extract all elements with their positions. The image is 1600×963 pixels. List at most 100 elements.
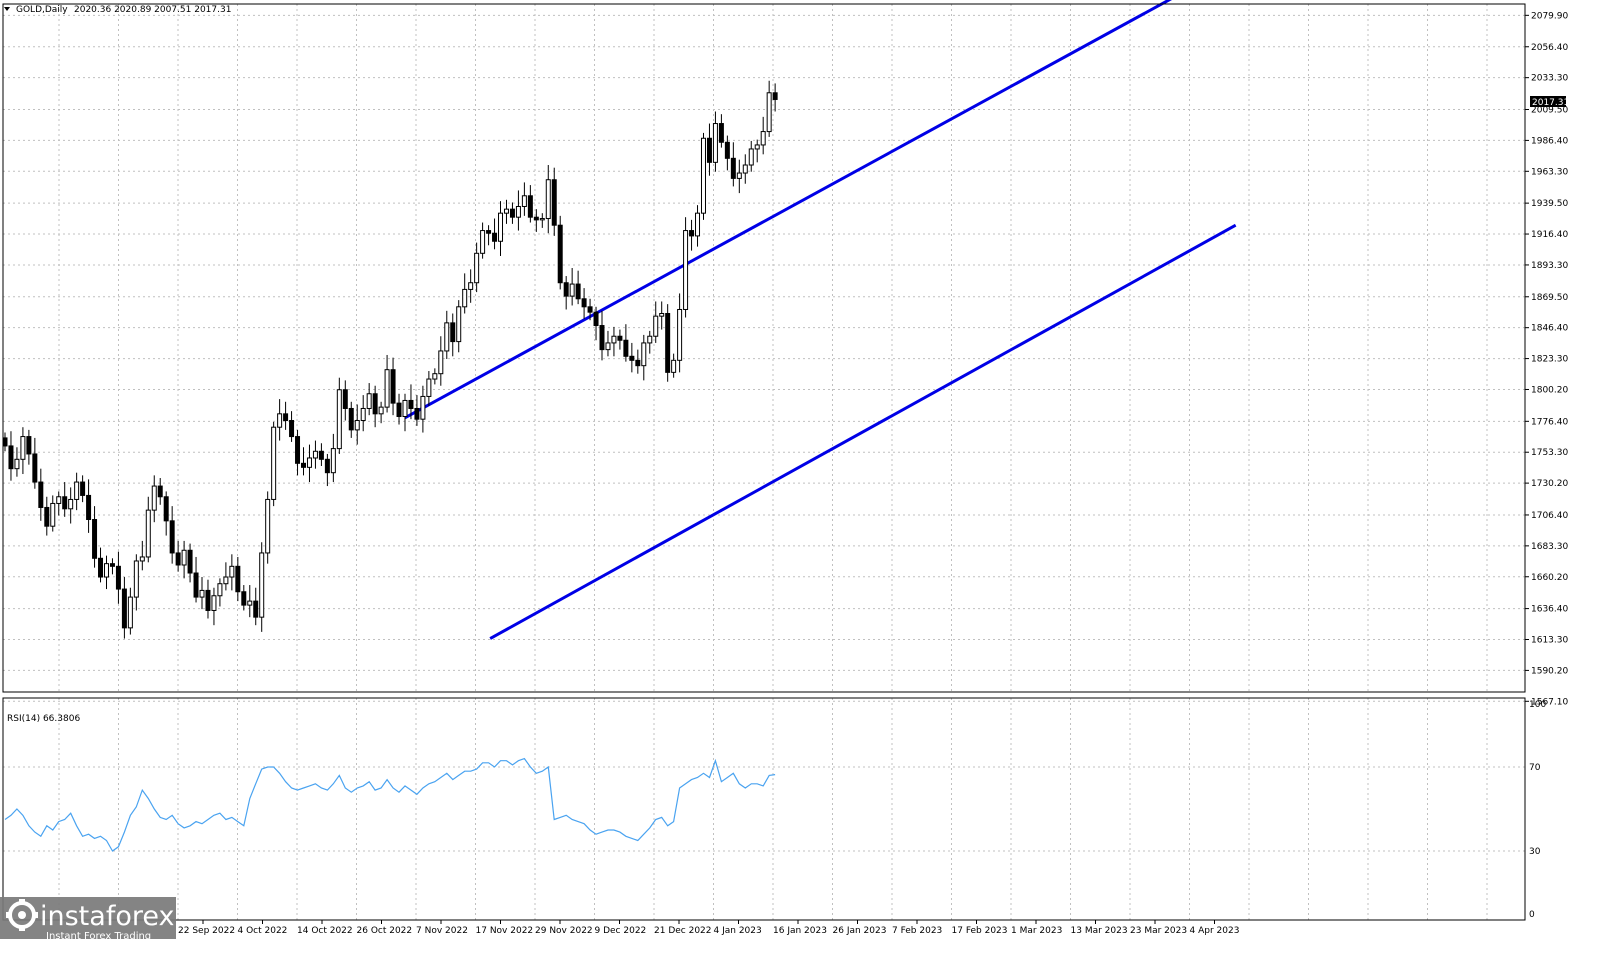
candle: [748, 140, 754, 172]
candle: [438, 336, 444, 386]
candle: [587, 298, 593, 321]
candle: [181, 540, 187, 579]
candle: [2, 432, 8, 452]
date-tick-label: 7 Feb 2023: [892, 926, 942, 936]
candle: [14, 447, 20, 477]
candle: [539, 213, 545, 228]
candle: [193, 556, 199, 603]
candle: [742, 154, 748, 184]
date-tick-label: 17 Feb 2023: [952, 926, 1008, 936]
candle: [247, 585, 253, 618]
symbol-dropdown-icon[interactable]: [4, 7, 10, 11]
candle: [139, 540, 145, 571]
candle: [360, 395, 366, 432]
candle: [372, 385, 378, 428]
symbol-label: GOLD,Daily: [16, 5, 68, 15]
candle: [145, 496, 151, 563]
candle: [408, 384, 414, 420]
candle: [420, 385, 426, 433]
candle: [80, 475, 86, 503]
candle: [133, 554, 139, 611]
candle: [121, 577, 127, 639]
candle: [86, 479, 92, 533]
candle: [265, 491, 271, 564]
rsi-label: RSI(14) 66.3806: [7, 714, 80, 724]
date-tick-label: 13 Mar 2023: [1071, 926, 1128, 936]
date-tick-label: 22 Sep 2022: [178, 926, 235, 936]
candle: [665, 304, 671, 382]
candle: [44, 496, 50, 536]
candle: [611, 326, 617, 357]
candle: [474, 242, 480, 293]
candle: [444, 310, 450, 359]
date-tick-label: 16 Jan 2023: [773, 926, 827, 936]
date-tick-label: 23 Mar 2023: [1130, 926, 1187, 936]
candle: [26, 429, 32, 465]
ohlc-label: 2020.36 2020.89 2007.51 2017.31: [74, 5, 231, 15]
candle: [569, 268, 575, 306]
candle: [730, 142, 736, 187]
candle: [175, 540, 181, 572]
candle: [283, 401, 289, 430]
main-pane-frame: [2, 3, 1526, 693]
candle: [635, 349, 641, 374]
candlesticks: [2, 80, 778, 639]
candle: [289, 411, 295, 442]
price-tick-label: 1660.20: [1531, 573, 1568, 583]
logo-tagline: Instant Forex Trading: [46, 931, 151, 942]
candle: [623, 324, 629, 362]
candle: [432, 368, 438, 385]
candle: [151, 475, 157, 523]
logo-wordmark: instaforex: [40, 901, 174, 932]
candle: [689, 219, 695, 251]
candle: [772, 83, 778, 112]
date-tick-label: 26 Oct 2022: [357, 926, 413, 936]
candle: [50, 495, 56, 532]
candle: [671, 353, 677, 378]
price-tick-label: 1893.30: [1531, 261, 1568, 271]
candle: [157, 478, 163, 505]
candle: [700, 132, 706, 220]
upper-channel-line: [404, 0, 1173, 420]
date-tick-label: 4 Apr 2023: [1190, 926, 1240, 936]
price-tick-label: 1776.40: [1531, 417, 1568, 427]
price-tick-label: 1567.10: [1531, 697, 1568, 707]
price-tick-label: 2056.40: [1531, 43, 1568, 53]
candle: [593, 306, 599, 341]
candle: [450, 313, 456, 357]
candle: [20, 427, 26, 475]
last-price-label: 2017.31: [1532, 98, 1569, 108]
candle: [8, 431, 14, 481]
price-tick-label: 2079.90: [1531, 11, 1568, 21]
candle: [712, 111, 718, 172]
candle: [515, 190, 521, 231]
instaforex-logo: instaforex Instant Forex Trading: [0, 897, 176, 942]
rsi-pane-frame: [2, 697, 1526, 921]
candle: [378, 401, 384, 424]
candle: [103, 555, 109, 590]
candle: [259, 542, 265, 632]
candle: [312, 440, 318, 469]
candle: [605, 330, 611, 357]
date-tick-label: 4 Oct 2022: [238, 926, 288, 936]
candle: [163, 491, 169, 536]
candle: [38, 468, 44, 521]
candle: [127, 587, 133, 635]
price-tick-label: 1986.40: [1531, 136, 1568, 146]
candle: [527, 185, 533, 223]
candle: [533, 209, 539, 232]
price-tick-label: 1823.30: [1531, 355, 1568, 365]
candle: [390, 357, 396, 416]
candle: [641, 334, 647, 381]
candle: [426, 371, 432, 406]
candle: [98, 547, 104, 583]
candle: [695, 205, 701, 247]
candle: [736, 159, 742, 194]
candle: [545, 165, 551, 234]
date-tick-label: 21 Dec 2022: [654, 926, 712, 936]
candle: [354, 404, 360, 445]
candle: [521, 182, 527, 216]
candle: [109, 558, 115, 575]
candle: [68, 487, 74, 524]
